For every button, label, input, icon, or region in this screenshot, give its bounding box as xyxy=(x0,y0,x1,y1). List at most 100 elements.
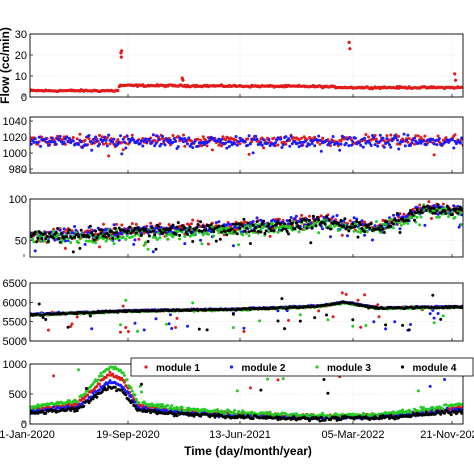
data-point xyxy=(158,236,162,240)
data-point xyxy=(32,140,36,144)
data-point xyxy=(77,368,80,372)
data-point xyxy=(133,238,137,242)
data-point xyxy=(255,220,259,224)
data-point xyxy=(62,135,66,139)
data-point xyxy=(199,238,203,242)
data-point xyxy=(329,224,332,228)
data-point xyxy=(384,142,388,146)
data-point xyxy=(235,143,239,147)
data-point xyxy=(458,205,462,209)
data-point xyxy=(304,139,307,143)
data-point xyxy=(314,224,318,228)
data-point xyxy=(235,227,239,231)
data-point xyxy=(121,235,125,239)
data-point xyxy=(231,326,235,330)
data-point xyxy=(445,204,449,208)
data-point xyxy=(141,144,145,148)
data-point xyxy=(115,140,119,144)
data-point xyxy=(36,234,40,238)
data-point xyxy=(351,318,355,322)
data-point xyxy=(437,306,441,310)
data-point xyxy=(290,142,294,146)
data-point xyxy=(329,144,332,148)
data-point xyxy=(186,232,189,236)
data-point xyxy=(351,324,355,328)
data-point-spike xyxy=(347,40,351,45)
data-point xyxy=(158,403,162,407)
data-point xyxy=(196,407,200,411)
data-point xyxy=(276,143,280,147)
data-point xyxy=(298,227,302,231)
data-point xyxy=(447,215,451,218)
data-point xyxy=(124,326,128,329)
data-point xyxy=(134,222,138,226)
data-point xyxy=(447,140,451,144)
data-point xyxy=(407,328,411,332)
data-point xyxy=(188,225,192,229)
data-point xyxy=(154,317,158,321)
data-point xyxy=(103,232,107,236)
data-point xyxy=(98,245,101,249)
data-point xyxy=(359,325,363,329)
data-point xyxy=(283,327,287,331)
data-point xyxy=(403,144,407,148)
data-point xyxy=(217,137,221,141)
data-point xyxy=(86,393,90,397)
data-point xyxy=(179,228,183,232)
y-tick-label: 0 xyxy=(21,92,27,104)
data-point xyxy=(187,406,191,410)
data-point xyxy=(405,138,409,142)
data-point xyxy=(392,226,395,230)
data-point xyxy=(277,226,281,230)
data-point xyxy=(168,138,172,142)
data-point xyxy=(329,235,332,239)
data-point xyxy=(272,229,276,233)
data-point xyxy=(365,225,369,229)
series-module-2 xyxy=(30,132,463,156)
data-point xyxy=(311,214,315,218)
data-point xyxy=(338,223,342,227)
y-tick-label: 30 xyxy=(15,29,27,41)
data-point xyxy=(75,315,79,319)
data-point xyxy=(385,134,389,138)
data-point xyxy=(364,324,368,327)
data-point xyxy=(298,140,302,144)
data-point xyxy=(416,389,420,393)
data-point xyxy=(147,408,151,412)
data-point xyxy=(56,227,60,230)
data-point xyxy=(96,233,100,237)
data-point xyxy=(271,224,275,228)
data-point xyxy=(133,393,137,397)
data-point xyxy=(385,220,389,224)
data-point xyxy=(298,313,302,317)
data-point xyxy=(246,143,250,147)
data-point xyxy=(300,144,304,148)
data-point xyxy=(309,241,313,245)
data-point xyxy=(111,140,115,144)
data-point xyxy=(441,314,445,318)
data-point xyxy=(103,135,107,139)
data-point xyxy=(119,368,122,372)
data-point xyxy=(112,223,116,227)
data-point xyxy=(325,215,328,218)
data-point xyxy=(230,307,234,311)
data-point xyxy=(166,403,170,407)
data-point xyxy=(443,378,447,381)
data-point xyxy=(276,230,280,234)
data-point xyxy=(369,144,373,147)
data-point xyxy=(116,89,120,93)
data-point xyxy=(187,136,191,140)
data-point xyxy=(187,228,191,232)
data-point xyxy=(409,209,412,213)
data-point xyxy=(329,227,332,231)
data-point xyxy=(77,235,80,239)
data-point xyxy=(319,149,323,153)
data-point xyxy=(224,230,227,234)
data-point xyxy=(36,312,40,316)
data-point xyxy=(199,220,203,224)
data-point xyxy=(82,404,86,408)
data-point xyxy=(392,213,395,217)
data-point xyxy=(453,139,457,143)
data-point xyxy=(444,212,448,215)
